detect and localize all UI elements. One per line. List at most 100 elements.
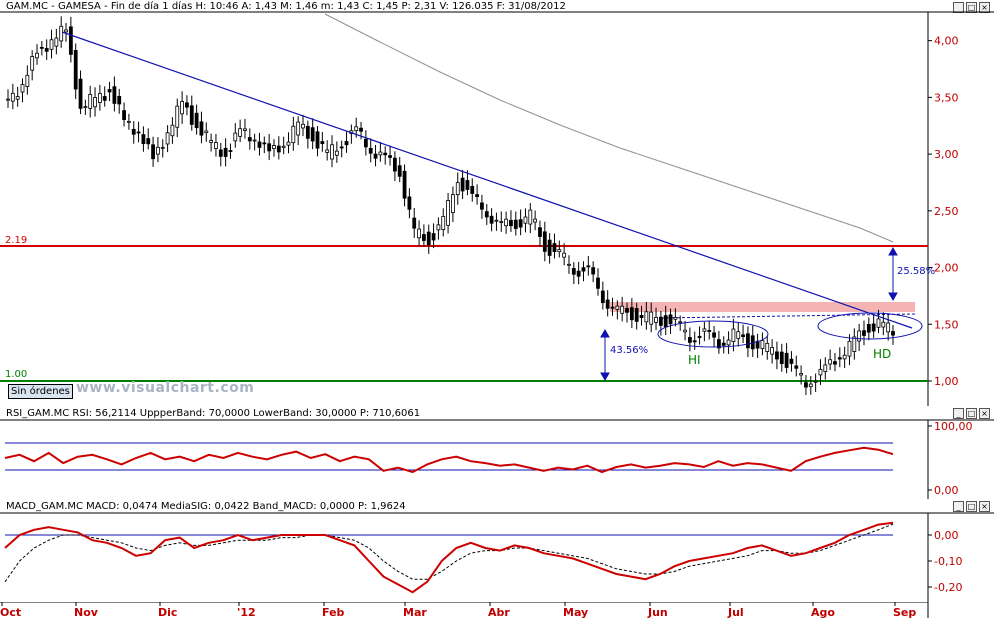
candle-body (388, 155, 392, 158)
candle-body (794, 365, 799, 369)
candle-body (344, 141, 349, 146)
candle-body (151, 144, 155, 160)
price-y-tick-label: 1,50 (934, 318, 959, 331)
candle-body (397, 165, 402, 177)
candle-body (446, 200, 450, 226)
candle-body (276, 145, 281, 153)
annotation-25: 25.58% (897, 266, 935, 277)
candle-body (10, 92, 15, 102)
candle-body (741, 334, 745, 338)
candle-body (281, 145, 286, 148)
rsi-panel[interactable]: RSI_GAM.MC RSI: 56,2114 UppperBand: 70,0… (0, 406, 994, 500)
candle-body (305, 125, 310, 139)
macd-close-button[interactable]: × (979, 501, 990, 512)
candle-body (470, 186, 475, 194)
candle-body (837, 357, 842, 360)
candle-body (267, 143, 272, 152)
candle-body (509, 219, 513, 227)
candle-body (654, 317, 658, 323)
candle-body (39, 46, 44, 49)
price-panel[interactable]: GAM.MC - GAMESA - Fin de día 1 días H: 1… (0, 0, 994, 407)
macd-y-axis: 0,00 -0,10 -0,20 (928, 529, 962, 594)
candle-body (44, 48, 49, 52)
candle-body (562, 252, 567, 258)
candle-body (407, 196, 412, 210)
candle-body (209, 140, 214, 143)
candle-body (784, 352, 789, 368)
price-y-tick-label: 2,50 (934, 205, 959, 218)
candle-body (605, 299, 610, 309)
candle-body (673, 317, 678, 320)
x-tick-label: Feb (322, 606, 345, 618)
rsi-close-button[interactable]: × (979, 408, 990, 419)
candle-body (620, 305, 625, 314)
candle-body (262, 142, 267, 145)
candles (6, 16, 895, 396)
candle-body (156, 146, 160, 155)
candle-body (852, 336, 857, 352)
candle-body (692, 340, 697, 343)
macd-minimize-button[interactable]: _ (953, 501, 964, 512)
candle-body (68, 26, 73, 55)
sin-ordenes-button[interactable]: Sin órdenes (8, 384, 73, 399)
candle-body (799, 373, 804, 376)
x-tick-label: Jun (647, 606, 668, 618)
candle-body (731, 328, 736, 343)
rsi-line (4, 446, 894, 474)
candle-body (484, 211, 489, 218)
macd-panel[interactable]: MACD_GAM.MC MACD: 0,0474 MediaSIG: 0,042… (0, 499, 994, 602)
candle-body (615, 305, 620, 310)
x-tick-label: Abr (488, 606, 510, 618)
candle-body (649, 311, 654, 325)
macd-restore-button[interactable]: □ (966, 501, 977, 512)
rsi-minimize-button[interactable]: _ (953, 408, 964, 419)
macd-header: MACD_GAM.MC MACD: 0,0474 MediaSIG: 0,042… (6, 501, 406, 512)
candle-body (610, 306, 615, 309)
candle-body (721, 342, 726, 346)
candle-body (489, 215, 494, 224)
candle-body (634, 308, 639, 322)
price-y-tick-label: 4,00 (934, 35, 959, 48)
candle-body (804, 382, 808, 388)
candle-body (117, 96, 122, 105)
candle-body (238, 128, 243, 137)
candle-body (102, 96, 107, 101)
label-219: 2.19 (5, 235, 27, 246)
candle-body (252, 139, 257, 142)
candle-body (218, 149, 223, 157)
candle-body (30, 56, 35, 71)
candle-body (523, 216, 528, 224)
candle-body (354, 126, 359, 132)
candle-body (73, 49, 78, 90)
rsi-chart: 100,00 0,00 (0, 419, 994, 499)
candle-body (504, 218, 509, 227)
candle-body (760, 340, 765, 349)
candle-body (687, 337, 692, 343)
candle-body (431, 233, 436, 241)
x-tick-label: Jul (727, 606, 744, 618)
candle-body (320, 141, 325, 145)
shoulder-ellipse-right (817, 312, 923, 340)
x-tick-label: Sep (893, 606, 916, 618)
x-tick-label: Ago (811, 606, 835, 618)
candle-body (866, 324, 871, 333)
candle-body (639, 314, 644, 318)
rsi-restore-button[interactable]: □ (966, 408, 977, 419)
x-axis: Oct Nov Dic '12 Feb Mar Abr May Jun Jul Ago Sep (0, 602, 929, 618)
watermark: www.visualchart.com (76, 380, 255, 396)
candle-body (581, 267, 586, 272)
candle-body (315, 131, 320, 149)
candle-body (136, 131, 141, 134)
candle-body (494, 219, 499, 222)
candle-body (881, 321, 886, 328)
candle-body (93, 97, 97, 108)
candle-body (513, 219, 518, 229)
candle-body (223, 147, 228, 157)
candle-body (567, 263, 571, 266)
candle-body (663, 315, 668, 328)
candle-body (668, 314, 673, 325)
candle-body (871, 323, 876, 332)
macd-y-tick-label: 0,00 (934, 529, 959, 542)
candle-body (460, 177, 465, 192)
candle-body (59, 25, 64, 42)
